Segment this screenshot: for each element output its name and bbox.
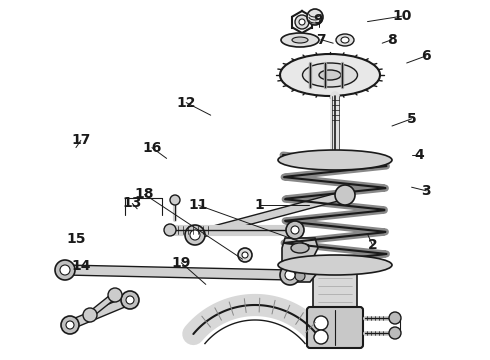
Text: 12: 12	[176, 96, 196, 109]
Circle shape	[121, 291, 139, 309]
Ellipse shape	[341, 37, 349, 43]
Polygon shape	[68, 296, 132, 329]
Text: 5: 5	[407, 112, 416, 126]
Circle shape	[242, 252, 248, 258]
Circle shape	[185, 225, 205, 245]
Ellipse shape	[280, 54, 380, 96]
Ellipse shape	[336, 34, 354, 46]
Text: 14: 14	[71, 260, 91, 273]
Text: 7: 7	[316, 33, 326, 46]
Ellipse shape	[292, 37, 308, 43]
Polygon shape	[88, 293, 117, 318]
FancyBboxPatch shape	[313, 263, 357, 312]
Circle shape	[60, 265, 70, 275]
Text: 4: 4	[414, 148, 424, 162]
Circle shape	[108, 288, 122, 302]
Polygon shape	[282, 238, 318, 282]
Circle shape	[295, 15, 309, 29]
Text: 6: 6	[421, 49, 431, 63]
Circle shape	[307, 9, 323, 25]
Ellipse shape	[291, 260, 309, 270]
FancyBboxPatch shape	[307, 307, 363, 348]
Text: 15: 15	[66, 233, 86, 246]
Circle shape	[291, 226, 299, 234]
Text: 16: 16	[142, 141, 162, 154]
Circle shape	[238, 248, 252, 262]
Circle shape	[190, 230, 200, 240]
Text: 1: 1	[255, 198, 265, 212]
Text: 9: 9	[314, 13, 323, 27]
Text: 3: 3	[421, 184, 431, 198]
Text: 13: 13	[122, 197, 142, 210]
Text: 18: 18	[135, 188, 154, 201]
Ellipse shape	[278, 150, 392, 170]
Ellipse shape	[291, 243, 309, 253]
Circle shape	[314, 330, 328, 344]
Circle shape	[83, 308, 97, 322]
Polygon shape	[194, 191, 346, 239]
Circle shape	[55, 260, 75, 280]
Circle shape	[389, 327, 401, 339]
Circle shape	[314, 316, 328, 330]
Circle shape	[126, 296, 134, 304]
Circle shape	[286, 221, 304, 239]
Circle shape	[66, 321, 74, 329]
Circle shape	[170, 195, 180, 205]
Circle shape	[164, 224, 176, 236]
Circle shape	[280, 265, 300, 285]
Text: 2: 2	[368, 238, 377, 252]
Ellipse shape	[302, 63, 358, 87]
Circle shape	[61, 316, 79, 334]
Circle shape	[335, 185, 355, 205]
Circle shape	[295, 271, 305, 281]
Text: 10: 10	[392, 9, 412, 23]
Polygon shape	[65, 265, 290, 280]
Text: 19: 19	[172, 256, 191, 270]
Text: 17: 17	[71, 134, 91, 147]
Text: 11: 11	[189, 198, 208, 212]
Ellipse shape	[281, 33, 319, 47]
Ellipse shape	[319, 70, 341, 80]
Text: 8: 8	[387, 33, 397, 46]
Circle shape	[389, 312, 401, 324]
Circle shape	[299, 19, 305, 25]
Circle shape	[285, 270, 295, 280]
Ellipse shape	[278, 255, 392, 275]
